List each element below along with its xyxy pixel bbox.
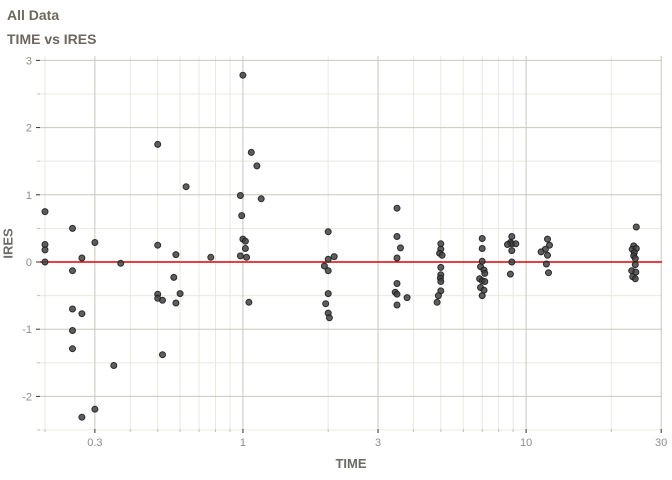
data-point bbox=[437, 278, 445, 285]
data-point bbox=[238, 212, 246, 220]
data-point bbox=[632, 268, 640, 276]
data-point bbox=[236, 192, 244, 199]
x-tick-label: 10 bbox=[520, 437, 532, 449]
data-point bbox=[170, 273, 178, 281]
data-point bbox=[437, 263, 445, 271]
y-tick-label: 3 bbox=[26, 55, 32, 67]
data-point bbox=[546, 241, 553, 249]
data-point bbox=[41, 258, 49, 266]
data-point bbox=[78, 254, 86, 262]
data-point bbox=[504, 241, 511, 248]
data-point bbox=[245, 298, 253, 306]
data-point bbox=[393, 233, 401, 240]
data-point bbox=[537, 248, 545, 256]
data-point bbox=[393, 290, 401, 298]
y-tick-label: -2 bbox=[22, 391, 32, 403]
data-point bbox=[508, 258, 516, 266]
data-point bbox=[69, 305, 76, 313]
data-point bbox=[324, 228, 332, 236]
data-point bbox=[78, 413, 86, 421]
data-point bbox=[478, 245, 486, 252]
plot-subtitle: TIME vs IRES bbox=[7, 31, 97, 47]
x-tick-label: 30 bbox=[655, 437, 667, 449]
data-point bbox=[257, 195, 265, 203]
x-tick-label: 0.3 bbox=[87, 437, 102, 449]
data-point bbox=[478, 292, 486, 300]
data-point bbox=[397, 244, 404, 252]
data-point bbox=[207, 253, 215, 261]
y-tick-label: 1 bbox=[26, 190, 32, 202]
y-tick-label: -1 bbox=[22, 324, 32, 336]
data-point bbox=[631, 261, 639, 269]
data-point bbox=[481, 278, 489, 285]
plot-title: All Data bbox=[7, 7, 60, 23]
data-point bbox=[69, 267, 76, 275]
data-point bbox=[322, 300, 330, 308]
data-point bbox=[542, 260, 550, 268]
data-point bbox=[159, 296, 166, 304]
data-point bbox=[393, 280, 401, 287]
data-point bbox=[69, 327, 76, 334]
data-point bbox=[172, 299, 180, 307]
data-point bbox=[393, 254, 401, 262]
data-point bbox=[433, 298, 441, 306]
data-point bbox=[506, 270, 514, 278]
data-point bbox=[508, 233, 516, 240]
data-point bbox=[247, 148, 255, 156]
data-point bbox=[176, 290, 184, 298]
x-tick-label: 3 bbox=[375, 437, 381, 449]
data-point bbox=[117, 259, 125, 267]
data-point bbox=[393, 301, 401, 309]
data-point bbox=[320, 262, 328, 270]
data-point bbox=[544, 235, 551, 243]
data-point bbox=[91, 405, 99, 413]
data-point bbox=[403, 294, 411, 302]
data-point bbox=[481, 269, 489, 277]
data-point bbox=[512, 240, 520, 248]
data-point bbox=[393, 204, 401, 212]
data-point bbox=[631, 275, 639, 283]
data-point bbox=[253, 162, 261, 170]
data-point bbox=[241, 237, 249, 245]
data-point bbox=[41, 246, 49, 254]
data-point bbox=[325, 314, 333, 322]
data-point bbox=[236, 252, 244, 260]
data-point bbox=[172, 251, 180, 259]
data-point bbox=[544, 251, 551, 259]
data-point bbox=[324, 290, 332, 298]
data-point bbox=[41, 208, 49, 216]
data-point bbox=[159, 351, 166, 359]
data-point bbox=[241, 245, 249, 252]
data-point bbox=[110, 362, 118, 369]
data-point bbox=[631, 255, 639, 263]
y-axis-title: IRES bbox=[0, 228, 16, 259]
data-point bbox=[478, 235, 486, 242]
data-point bbox=[154, 241, 162, 249]
data-point bbox=[330, 253, 338, 261]
y-tick-label: 0 bbox=[26, 257, 32, 269]
data-point bbox=[69, 345, 76, 353]
data-point bbox=[438, 251, 446, 259]
data-point bbox=[243, 253, 251, 261]
data-point bbox=[508, 247, 516, 255]
data-point bbox=[239, 71, 247, 79]
data-point bbox=[632, 223, 640, 231]
data-point bbox=[324, 255, 332, 263]
y-tick-label: 2 bbox=[26, 123, 32, 135]
data-point bbox=[545, 269, 552, 277]
data-point bbox=[434, 292, 442, 300]
x-axis-title: TIME bbox=[335, 456, 367, 471]
data-point bbox=[78, 310, 86, 318]
data-point bbox=[324, 267, 332, 275]
data-point bbox=[182, 183, 190, 191]
data-point bbox=[69, 224, 76, 232]
data-point bbox=[91, 239, 99, 246]
data-point bbox=[154, 140, 162, 148]
x-tick-label: 1 bbox=[240, 437, 246, 449]
